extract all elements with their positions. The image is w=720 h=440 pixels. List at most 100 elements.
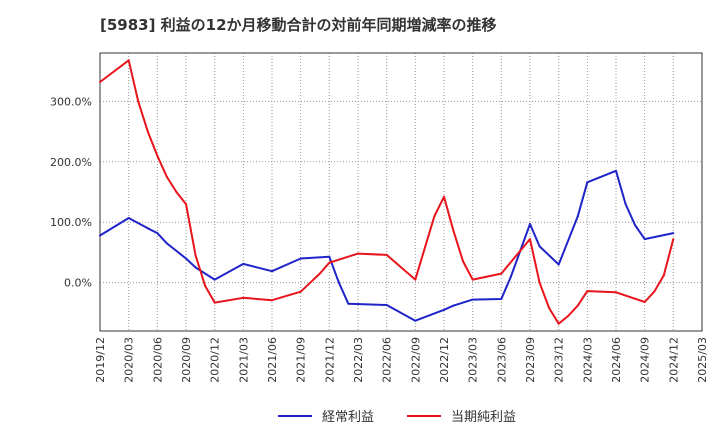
data-point-recurring-profit bbox=[538, 245, 541, 248]
x-tick-label: 2023/12 bbox=[553, 337, 566, 383]
x-tick-label: 2024/09 bbox=[639, 337, 652, 383]
data-point-net-profit bbox=[586, 290, 589, 293]
data-point-recurring-profit bbox=[672, 232, 675, 235]
data-point-net-profit bbox=[318, 272, 321, 275]
data-point-net-profit bbox=[271, 299, 273, 302]
data-point-net-profit bbox=[204, 284, 207, 287]
data-point-net-profit bbox=[538, 281, 541, 284]
x-tick-label: 2020/06 bbox=[151, 337, 164, 383]
data-point-recurring-profit bbox=[576, 215, 579, 218]
data-point-recurring-profit bbox=[99, 234, 101, 237]
data-point-net-profit bbox=[137, 100, 140, 103]
data-point-net-profit bbox=[385, 253, 388, 256]
data-point-recurring-profit bbox=[443, 308, 445, 311]
y-tick-label: 100.0% bbox=[50, 216, 92, 229]
x-tick-label: 2021/09 bbox=[295, 337, 308, 383]
x-tick-label: 2024/12 bbox=[667, 337, 680, 383]
data-point-net-profit bbox=[175, 191, 178, 193]
data-point-net-profit bbox=[433, 215, 436, 218]
data-point-net-profit bbox=[653, 290, 656, 293]
data-point-recurring-profit bbox=[615, 169, 617, 172]
series-line-net-profit bbox=[99, 59, 675, 325]
data-point-net-profit bbox=[672, 238, 675, 241]
data-point-net-profit bbox=[462, 260, 465, 263]
x-tick-label: 2022/12 bbox=[438, 337, 451, 383]
data-point-recurring-profit bbox=[557, 263, 560, 266]
data-point-recurring-profit bbox=[337, 281, 340, 284]
legend-label-recurring-profit: 経常利益 bbox=[322, 410, 374, 425]
data-point-recurring-profit bbox=[127, 217, 130, 219]
data-point-recurring-profit bbox=[194, 266, 197, 269]
data-point-net-profit bbox=[127, 59, 130, 62]
x-tick-label: 2020/09 bbox=[180, 337, 193, 383]
data-point-net-profit bbox=[99, 81, 101, 83]
data-point-net-profit bbox=[185, 203, 187, 206]
data-point-net-profit bbox=[567, 314, 570, 317]
data-point-net-profit bbox=[443, 195, 445, 198]
data-point-recurring-profit bbox=[165, 242, 168, 245]
data-point-net-profit bbox=[615, 291, 617, 294]
x-tick-label: 2023/06 bbox=[495, 337, 508, 383]
data-point-net-profit bbox=[357, 252, 359, 255]
plot-frame bbox=[99, 52, 703, 332]
chart-title: [5983] 利益の12か月移動合計の対前年同期増減率の推移 bbox=[100, 16, 497, 34]
data-point-recurring-profit bbox=[385, 304, 388, 306]
data-point-recurring-profit bbox=[299, 257, 302, 260]
data-point-recurring-profit bbox=[634, 224, 637, 227]
data-point-recurring-profit bbox=[146, 227, 149, 230]
y-tick-label: 300.0% bbox=[50, 95, 92, 108]
data-point-recurring-profit bbox=[213, 278, 216, 281]
data-point-net-profit bbox=[242, 296, 245, 299]
data-point-net-profit bbox=[471, 278, 474, 281]
x-tick-label: 2022/09 bbox=[409, 337, 422, 383]
x-tick-label: 2020/12 bbox=[209, 337, 222, 383]
data-point-recurring-profit bbox=[185, 257, 187, 260]
data-point-net-profit bbox=[500, 272, 503, 275]
data-point-recurring-profit bbox=[529, 223, 531, 225]
data-point-recurring-profit bbox=[500, 298, 503, 300]
legend-label-net-profit: 当期純利益 bbox=[451, 410, 516, 425]
x-tick-label: 2021/06 bbox=[266, 337, 279, 383]
data-point-net-profit bbox=[548, 307, 551, 309]
data-point-net-profit bbox=[414, 278, 417, 281]
data-point-recurring-profit bbox=[452, 304, 455, 307]
data-point-net-profit bbox=[452, 230, 455, 233]
x-tick-label: 2023/03 bbox=[467, 337, 480, 383]
data-point-net-profit bbox=[328, 261, 331, 264]
data-point-recurring-profit bbox=[328, 255, 331, 258]
data-point-net-profit bbox=[557, 322, 560, 325]
x-tick-label: 2025/03 bbox=[696, 337, 709, 383]
x-tick-label: 2021/12 bbox=[323, 337, 336, 383]
data-point-recurring-profit bbox=[414, 319, 417, 322]
data-point-net-profit bbox=[662, 274, 665, 277]
data-point-net-profit bbox=[156, 154, 159, 157]
data-point-net-profit bbox=[146, 130, 149, 133]
data-point-net-profit bbox=[213, 301, 216, 304]
plot-area: 0.0% 100.0% 200.0% 300.0% 2019/12 2020/03 2020… bbox=[50, 52, 709, 383]
x-tick-label: 2022/03 bbox=[352, 337, 365, 383]
x-tick-label: 2020/03 bbox=[123, 337, 136, 383]
x-tick-label: 2022/06 bbox=[381, 337, 394, 383]
x-tick-label: 2024/06 bbox=[610, 337, 623, 383]
data-point-net-profit bbox=[194, 254, 197, 257]
data-point-recurring-profit bbox=[347, 302, 350, 305]
x-tick-label: 2023/09 bbox=[524, 337, 537, 383]
legend: 経常利益 当期純利益 bbox=[278, 410, 516, 425]
data-point-recurring-profit bbox=[586, 181, 589, 184]
data-point-net-profit bbox=[309, 281, 312, 284]
x-tick-label: 2019/12 bbox=[94, 337, 107, 383]
data-point-recurring-profit bbox=[242, 262, 245, 265]
data-point-recurring-profit bbox=[471, 298, 474, 301]
y-tick-label: 0.0% bbox=[64, 277, 92, 290]
data-point-net-profit bbox=[165, 175, 168, 178]
y-tick-label: 200.0% bbox=[50, 156, 92, 169]
data-point-recurring-profit bbox=[624, 203, 627, 206]
x-tick-label: 2024/03 bbox=[581, 337, 594, 383]
data-point-recurring-profit bbox=[271, 270, 273, 273]
x-tick-label: 2021/03 bbox=[237, 337, 250, 383]
data-point-recurring-profit bbox=[643, 238, 646, 241]
data-point-net-profit bbox=[643, 301, 646, 303]
data-point-net-profit bbox=[529, 238, 531, 241]
data-point-net-profit bbox=[299, 290, 302, 293]
